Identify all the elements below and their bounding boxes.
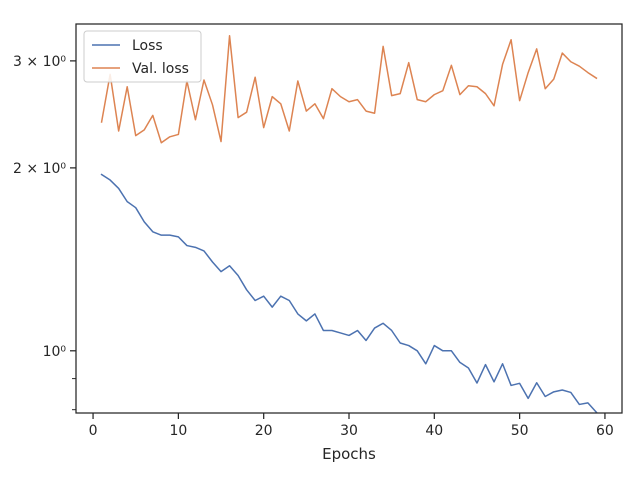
y-axis: 10⁰ 2 × 10⁰ 3 × 10⁰ [13, 54, 76, 411]
legend: Loss Val. loss [83, 30, 202, 83]
legend-label-0: Loss [132, 38, 163, 54]
x-tick-label: 40 [425, 423, 443, 439]
x-tick-label: 30 [340, 423, 358, 439]
x-tick-label: 20 [255, 423, 273, 439]
series-line-0 [100, 173, 598, 414]
plot-background [76, 24, 622, 413]
series-line-1 [100, 34, 598, 144]
x-tick-label: 0 [89, 423, 98, 439]
x-axis: 0 10 20 30 40 50 60 [89, 413, 614, 439]
legend-label-1: Val. loss [132, 61, 189, 77]
legend-box [83, 30, 202, 83]
x-tick-label: 60 [596, 423, 614, 439]
x-tick-label: 10 [169, 423, 187, 439]
series-layer [100, 34, 598, 414]
x-axis-label: Epochs [322, 445, 376, 463]
y-tick-label: 2 × 10⁰ [13, 161, 66, 177]
y-tick-label: 3 × 10⁰ [13, 54, 66, 70]
y-tick-label: 10⁰ [43, 344, 67, 360]
x-tick-label: 50 [511, 423, 529, 439]
